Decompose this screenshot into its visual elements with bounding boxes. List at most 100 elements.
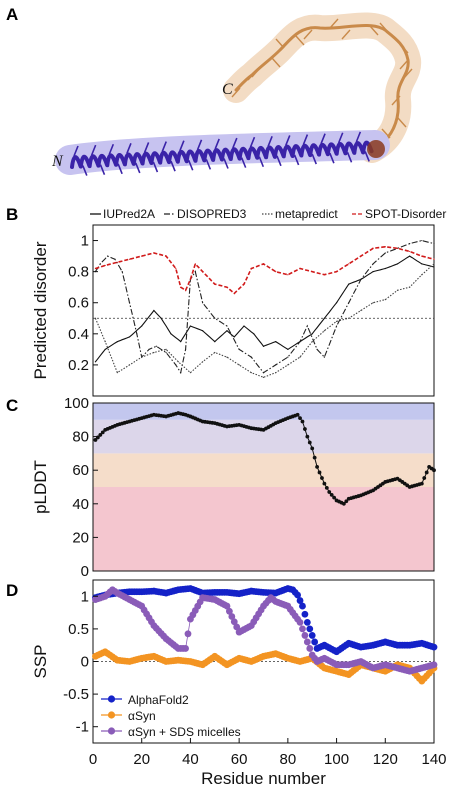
y-tick-label: 0.5 (68, 621, 89, 638)
data-point (372, 263, 374, 265)
data-point (323, 274, 325, 276)
data-point (250, 372, 252, 374)
helix-side-chain (187, 159, 194, 171)
data-point (116, 372, 118, 374)
helix-side-chain (99, 164, 106, 175)
data-point (165, 255, 167, 257)
data-point (202, 361, 204, 363)
data-point (182, 645, 189, 652)
confidence-band (93, 453, 434, 487)
plddt-point (100, 430, 105, 435)
helix-side-chain (143, 142, 150, 153)
x-tick-label: 140 (421, 751, 446, 768)
data-point (306, 625, 314, 633)
helix-side-chain (249, 136, 256, 148)
data-point (430, 643, 438, 651)
data-point (433, 263, 435, 265)
plddt-point (310, 446, 315, 451)
data-point (94, 361, 97, 363)
coil-side-chain (381, 128, 391, 139)
plddt-point (324, 485, 329, 490)
data-point (250, 356, 252, 358)
data-point (306, 645, 314, 652)
y-tick-label: 60 (72, 462, 89, 479)
helix-side-chain (285, 135, 291, 146)
plddt-point (300, 419, 305, 424)
legend-swatch-marker (107, 711, 116, 719)
helix-side-chain (126, 143, 132, 154)
panel-a-letter: A (6, 5, 18, 24)
data-point (94, 317, 97, 319)
confidence-band (93, 419, 434, 454)
y-tick-label: 0.6 (68, 295, 89, 312)
data-point (177, 361, 179, 363)
legend-label: AlphaFold2 (128, 693, 189, 707)
y-tick-label: -1 (76, 719, 89, 736)
data-point (243, 325, 245, 327)
data-point (396, 247, 399, 249)
data-point (104, 348, 106, 350)
data-point (262, 376, 265, 378)
panel-d-letter: D (6, 581, 18, 600)
data-point (121, 271, 123, 273)
helix-side-chain (117, 163, 123, 175)
data-point (335, 325, 338, 327)
data-point (226, 286, 228, 288)
data-point (262, 263, 265, 265)
legend-swatch-marker (107, 695, 116, 703)
helix-side-chain (346, 152, 353, 163)
helix-side-chain (337, 132, 344, 144)
data-point (180, 286, 182, 288)
data-point (180, 340, 182, 343)
data-point (301, 610, 309, 618)
data-point (311, 333, 313, 335)
data-point (253, 333, 255, 335)
data-point (287, 274, 289, 276)
coil-side-chain (369, 25, 379, 36)
y-tick-label: 0.4 (68, 326, 89, 343)
helix-side-chain (73, 145, 79, 157)
legend-label: metapredict (275, 207, 338, 221)
data-point (180, 372, 182, 374)
series-line-metapredict (94, 263, 435, 378)
data-point (262, 372, 265, 374)
data-point (303, 638, 311, 646)
panel-d-plot: -1 -0.5 0 0.5 1 0 20 40 60 80 100 120 140 SSP Residue … (31, 579, 447, 788)
data-point (372, 247, 374, 249)
data-point (299, 356, 301, 358)
data-point (360, 255, 362, 257)
data-point (153, 309, 155, 312)
coil-side-chain (275, 38, 285, 49)
helix-side-chain (152, 161, 159, 173)
y-tick-label: 1 (81, 588, 89, 605)
data-point (299, 340, 301, 343)
confidence-band (93, 403, 434, 420)
data-point (184, 289, 187, 291)
data-point (287, 348, 289, 350)
data-point (189, 278, 192, 281)
data-point (311, 271, 313, 273)
data-point (430, 661, 438, 669)
data-point (323, 330, 325, 332)
legend-label: αSyn (128, 709, 156, 723)
data-point (348, 263, 350, 265)
data-point (433, 243, 435, 245)
helix-side-chain (267, 135, 273, 147)
data-point (214, 283, 216, 285)
data-point (409, 243, 411, 245)
data-point (160, 317, 162, 319)
data-point (228, 613, 236, 620)
plddt-point (317, 470, 322, 475)
data-point (275, 271, 277, 273)
y-tick-label: 1 (81, 233, 89, 250)
data-point (384, 252, 386, 254)
data-point (128, 336, 131, 338)
data-point (141, 325, 143, 327)
data-point (372, 302, 374, 304)
data-point (275, 364, 277, 366)
coil-side-chain (391, 95, 401, 106)
data-point (335, 271, 338, 273)
plddt-point (419, 481, 424, 486)
y-tick-label: 0 (81, 563, 89, 580)
data-point (238, 348, 240, 350)
